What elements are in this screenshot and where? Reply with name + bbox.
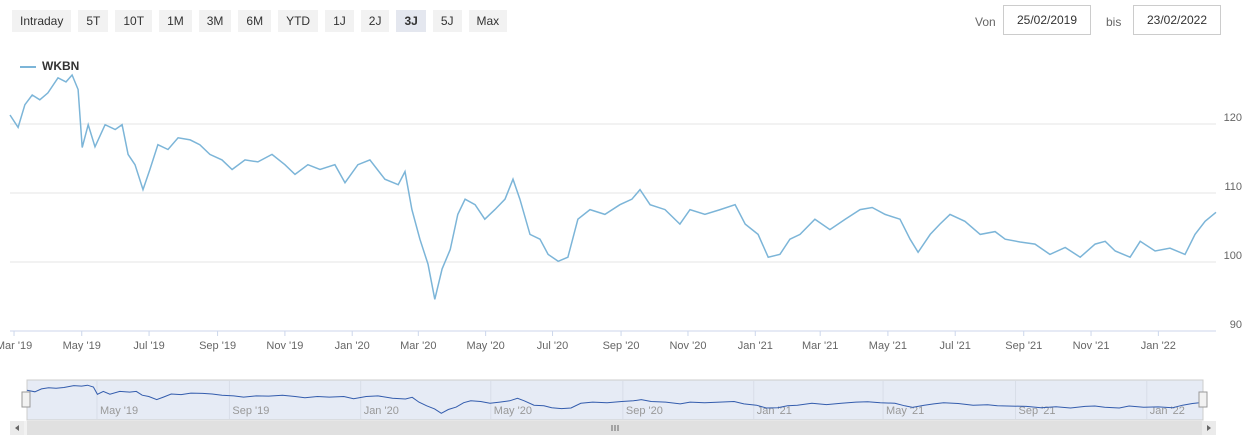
x-tick-label: Sep '19 (199, 340, 236, 352)
y-tick-label: 100 (1224, 250, 1242, 262)
range-button[interactable]: 10T (115, 10, 153, 32)
nav-tick-label: Sep '20 (626, 405, 663, 417)
x-tick-label: May '21 (869, 340, 907, 352)
range-button[interactable]: YTD (278, 10, 319, 32)
nav-tick-label: May '21 (886, 405, 924, 417)
y-tick-label: 120 (1224, 112, 1242, 124)
nav-handle-right[interactable] (1198, 391, 1208, 408)
range-button[interactable]: 2J (360, 10, 390, 32)
nav-tick-label: Jan '22 (1150, 405, 1185, 417)
x-tick-label: Jul '20 (537, 340, 568, 352)
range-button[interactable]: Max (468, 10, 508, 32)
legend-label: WKBN (42, 59, 79, 73)
range-button[interactable]: 5J (432, 10, 462, 32)
range-button[interactable]: 1M (159, 10, 192, 32)
nav-tick-label: May '20 (494, 405, 532, 417)
nav-tick-label: Sep '21 (1019, 405, 1056, 417)
nav-tick-label: Jan '20 (364, 405, 399, 417)
x-tick-label: Jul '19 (133, 340, 164, 352)
x-tick-label: Mar '20 (400, 340, 436, 352)
x-tick-label: May '19 (63, 340, 101, 352)
x-tick-label: Jan '22 (1141, 340, 1176, 352)
range-button[interactable]: 3M (198, 10, 232, 32)
y-tick-label: 110 (1224, 181, 1242, 193)
scroll-grip (611, 425, 619, 431)
nav-tick-label: May '19 (100, 405, 138, 417)
x-tick-label: Jan '20 (335, 340, 370, 352)
x-tick-label: Nov '21 (1073, 340, 1110, 352)
range-button[interactable]: Intraday (12, 10, 72, 32)
from-date[interactable]: 25/02/2019 (1003, 5, 1091, 35)
range-button[interactable]: 5T (78, 10, 109, 32)
y-tick-label: 90 (1230, 319, 1242, 331)
nav-tick-label: Sep '19 (232, 405, 269, 417)
price-line (9, 73, 1217, 300)
x-tick-label: Nov '20 (669, 340, 706, 352)
x-tick-label: Sep '20 (603, 340, 640, 352)
to-date[interactable]: 23/02/2022 (1133, 5, 1221, 35)
x-tick-label: Nov '19 (266, 340, 303, 352)
range-button[interactable]: 1J (325, 10, 354, 32)
x-tick-label: Sep '21 (1005, 340, 1042, 352)
to-label: bis (1106, 15, 1122, 29)
x-tick-label: Mar '19 (0, 340, 32, 352)
range-button[interactable]: 6M (238, 10, 272, 32)
range-toolbar: Intraday 5T 10T 1M 3M 6M YTD 1J 2J 3J 5J Max (12, 10, 508, 32)
from-label: Von (975, 15, 996, 29)
x-tick-label: Mar '21 (802, 340, 838, 352)
range-button[interactable]: 3J (396, 10, 426, 32)
x-tick-label: Jan '21 (738, 340, 773, 352)
x-tick-label: May '20 (467, 340, 505, 352)
nav-handle-left[interactable] (21, 391, 31, 408)
x-tick-label: Jul '21 (939, 340, 970, 352)
navigator-mask (26, 379, 1204, 421)
nav-line (26, 384, 1204, 414)
